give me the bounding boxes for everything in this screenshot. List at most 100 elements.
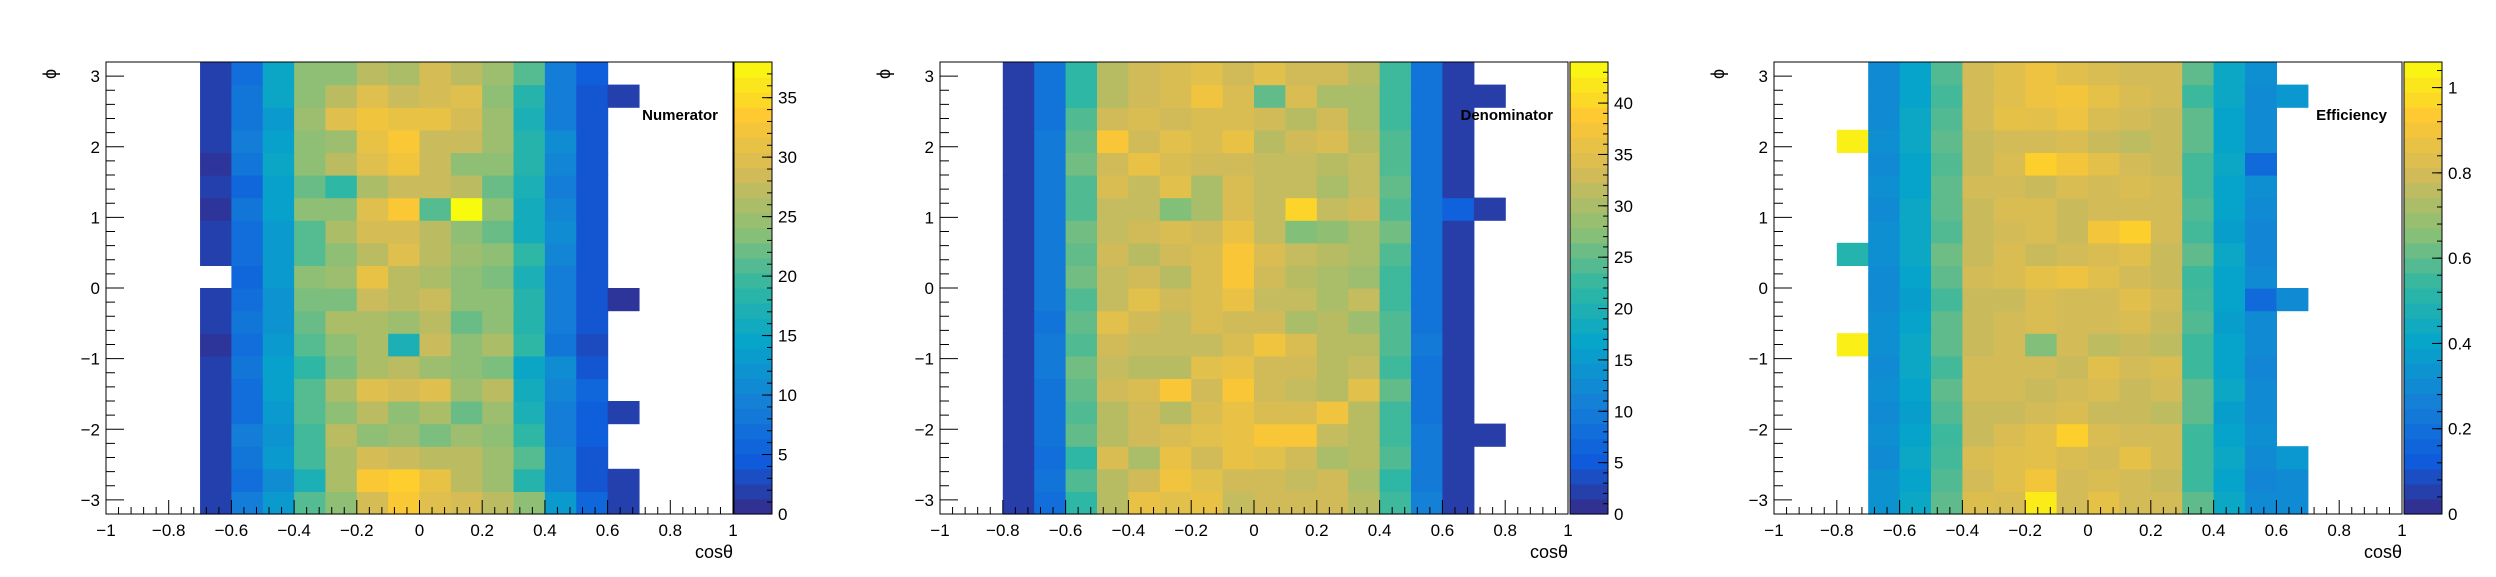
- heatmap-cell: [1442, 62, 1475, 86]
- heatmap-cell: [1191, 468, 1224, 492]
- heatmap-cell: [1191, 265, 1224, 289]
- heatmap-cell: [576, 288, 609, 312]
- heatmap-cell: [2056, 220, 2089, 244]
- palette-band: [2404, 152, 2442, 169]
- heatmap-cell: [1962, 265, 1995, 289]
- heatmap-cell: [1191, 242, 1224, 266]
- heatmap-cell: [1065, 84, 1098, 108]
- heatmap-cell: [1316, 152, 1349, 176]
- palette-band: [734, 318, 772, 334]
- heatmap-cell: [1254, 197, 1286, 221]
- heatmap-cell: [200, 355, 232, 379]
- heatmap-cell: [1159, 62, 1192, 86]
- heatmap-cell: [294, 491, 327, 515]
- x-tick-label: −0.4: [1112, 521, 1146, 540]
- heatmap-cell: [2213, 175, 2246, 199]
- heatmap-cell: [1097, 355, 1129, 379]
- heatmap-cell: [576, 310, 609, 334]
- palette-band: [734, 167, 772, 184]
- heatmap-cell: [2025, 197, 2058, 221]
- heatmap-cell: [325, 129, 358, 153]
- heatmap-cell: [1931, 242, 1963, 266]
- palette-band: [1570, 272, 1608, 289]
- heatmap-cell: [262, 378, 295, 402]
- heatmap-cell: [2088, 423, 2120, 447]
- heatmap-cell: [1316, 446, 1349, 470]
- histogram-panel-2: −1 −0.8 −0.6 −0.4 −0.2 0 0.2 0.4 0.6 0.8 1 cosθ −3 −2…: [874, 61, 1633, 562]
- heatmap-cell: [607, 288, 640, 312]
- heatmap-cell: [1868, 491, 1901, 515]
- heatmap-cell: [1097, 62, 1129, 86]
- heatmap-cell: [2088, 333, 2120, 357]
- heatmap-cell: [419, 310, 452, 334]
- heatmap-cell: [1034, 468, 1067, 492]
- heatmap-cell: [231, 446, 264, 470]
- heatmap-cell: [544, 107, 577, 131]
- heatmap-cell: [450, 152, 483, 176]
- heatmap-cell: [1065, 220, 1098, 244]
- heatmap-cell: [1899, 175, 1932, 199]
- heatmap-cell: [2025, 152, 2058, 176]
- heatmap-cell: [1285, 84, 1318, 108]
- heatmap-cell: [1379, 378, 1412, 402]
- heatmap-cell: [2150, 378, 2183, 402]
- heatmap-cell: [2025, 310, 2058, 334]
- heatmap-cell: [1962, 355, 1995, 379]
- heatmap-cell: [1002, 446, 1035, 470]
- z-tick-label: 0: [2448, 505, 2457, 524]
- palette-band: [734, 348, 772, 364]
- heatmap-cell: [2088, 175, 2120, 199]
- heatmap-cell: [1222, 333, 1255, 357]
- heatmap-cell: [2182, 62, 2215, 86]
- heatmap-cell: [1411, 84, 1443, 108]
- heatmap-cell: [1128, 197, 1161, 221]
- heatmap-cell: [2213, 220, 2246, 244]
- heatmap-cell: [2056, 401, 2089, 425]
- palette-band: [1570, 393, 1608, 410]
- heatmap-cell: [607, 401, 640, 425]
- heatmap-cell: [200, 491, 232, 515]
- heatmap-cell: [419, 129, 452, 153]
- heatmap-cell: [1962, 175, 1995, 199]
- palette-band: [734, 483, 772, 500]
- heatmap-cell: [1285, 491, 1318, 515]
- heatmap-cell: [325, 84, 358, 108]
- heatmap-cell: [1316, 468, 1349, 492]
- x-tick-label: 0.2: [1305, 521, 1329, 540]
- heatmap-cell: [450, 175, 483, 199]
- heatmap-cell: [2150, 446, 2183, 470]
- heatmap-cell: [1962, 491, 1995, 515]
- palette-band: [1570, 408, 1608, 425]
- heatmap-cell: [2276, 446, 2309, 470]
- palette-band: [1570, 107, 1608, 123]
- heatmap-cell: [1442, 152, 1475, 176]
- heatmap-cell: [2119, 84, 2152, 108]
- palette-band: [2404, 197, 2442, 214]
- y-tick-label: −2: [1749, 420, 1768, 439]
- heatmap-cell: [1899, 378, 1932, 402]
- palette-band: [2404, 212, 2442, 229]
- heatmap-cell: [2213, 355, 2246, 379]
- y-tick-label: −3: [915, 491, 934, 510]
- heatmap-cell: [356, 423, 389, 447]
- palette-band: [1570, 122, 1608, 138]
- heatmap-cell: [1348, 220, 1381, 244]
- palette-band: [1570, 468, 1608, 485]
- heatmap-cell: [1899, 310, 1932, 334]
- heatmap-cell: [513, 378, 546, 402]
- heatmap-cell: [1034, 107, 1067, 131]
- heatmap-cell: [388, 355, 421, 379]
- heatmap-cell: [1034, 129, 1067, 153]
- heatmap-cell: [262, 152, 295, 176]
- z-tick-label: 10: [778, 386, 797, 405]
- heatmap-cell: [2119, 288, 2152, 312]
- heatmap-cell: [1379, 175, 1412, 199]
- palette-band: [734, 122, 772, 138]
- heatmap-cell: [1191, 310, 1224, 334]
- heatmap-cell: [450, 310, 483, 334]
- heatmap-cell: [294, 355, 327, 379]
- heatmap-cell: [1128, 84, 1161, 108]
- heatmap-cell: [482, 129, 515, 153]
- palette-band: [734, 152, 772, 169]
- heatmap-cell: [2025, 401, 2058, 425]
